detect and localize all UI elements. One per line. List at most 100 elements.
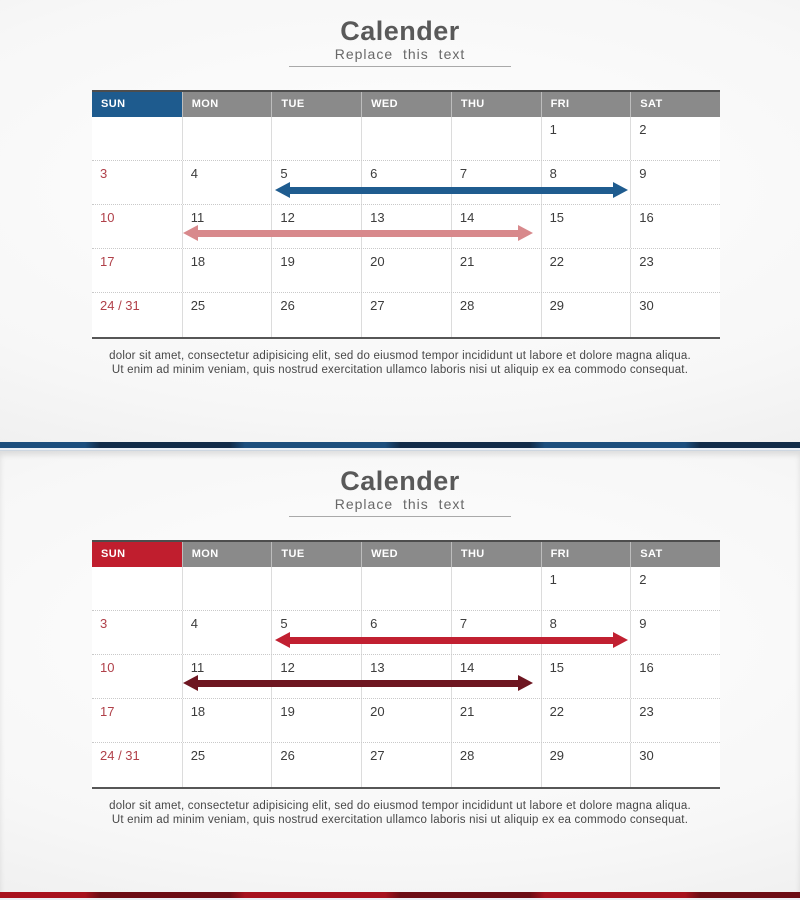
day-cell: 21 [450,699,541,742]
day-cell: 7 [450,611,541,654]
day-cell: 16 [630,655,720,698]
day-cell: 27 [361,293,451,337]
calendar-table: SUN MON TUE WED THU FRI SAT 1 2 3 4 5 6 [92,90,720,339]
body-text-line2: Ut enim ad minim veniam, quis nostrud ex… [111,364,689,376]
arrow-shaft [198,229,518,237]
day-cell: 28 [450,743,541,787]
day-cell: 5 [271,161,361,204]
calendar-body: 1 2 3 4 5 6 7 8 9 10 11 12 13 14 15 16 [92,117,720,339]
header-tue: TUE [271,92,362,117]
day-cell: 9 [630,611,720,654]
day-cell: 25 [181,293,272,337]
day-cell [181,567,272,610]
slide-title: Calender [340,16,460,46]
header-tue: TUE [271,542,362,567]
arrow-shaft [198,679,518,687]
header-mon: MON [181,542,272,567]
calendar-table: SUN MON TUE WED THU FRI SAT 1 2 3 4 5 6 [92,540,720,789]
calendar-week-row: 24 / 31 25 26 27 28 29 30 [92,293,720,337]
day-cell: 3 [100,166,108,181]
slide-calendar-blue: Calender Replace this text SUN MON TUE W… [0,0,800,450]
arrow-shaft [290,186,613,194]
day-cell: 12 [271,205,361,248]
day-cell: 20 [361,249,451,292]
day-cell: 9 [630,161,720,204]
day-cell: 19 [271,249,361,292]
day-cell: 7 [450,161,541,204]
arrow-head-right [613,182,628,198]
day-cell: 3 [100,616,108,631]
day-cell: 13 [361,205,451,248]
day-cell: 29 [540,293,631,337]
day-cell: 29 [540,743,631,787]
day-cell: 26 [271,293,361,337]
slide-calendar-red: Calender Replace this text SUN MON TUE W… [0,450,800,900]
day-cell: 17 [100,254,115,269]
double-arrow-icon [275,182,628,198]
calendar-body: 1 2 3 4 5 6 7 8 9 10 11 12 13 14 15 16 [92,567,720,789]
day-cell: 23 [630,249,720,292]
day-cell [450,567,541,610]
day-cell: 12 [271,655,361,698]
day-cell: 21 [450,249,541,292]
day-cell: 25 [181,743,272,787]
slide-accent-bar [0,442,800,450]
day-cell: 13 [361,655,451,698]
body-text-placeholder: dolor sit amet, consectetur adipisicing … [0,799,800,827]
calendar-week-row: 17 18 19 20 21 22 23 [92,249,720,293]
double-arrow-icon [275,632,628,648]
day-cell: 2 [630,567,720,610]
body-text-line1: dolor sit amet, consectetur adipisicing … [109,800,691,812]
day-cell: 10 [100,210,115,225]
day-cell: 15 [540,655,631,698]
header-fri: FRI [540,92,631,117]
day-cell: 8 [540,161,631,204]
day-cell: 10 [100,660,115,675]
day-cell: 14 [450,205,541,248]
arrow-head-left [183,225,198,241]
day-cell [361,117,451,160]
accent-bar-highlight [0,448,800,450]
day-cell: 24 / 31 [100,748,140,763]
day-cell [92,117,182,160]
day-cell: 30 [630,293,720,337]
day-cell [271,117,361,160]
header-sun: SUN [92,92,182,117]
day-cell: 1 [540,117,631,160]
day-cell: 20 [361,699,451,742]
slide-subtitle-placeholder: Replace this text [334,46,466,62]
accent-bar-highlight [0,898,800,900]
header-wed: WED [361,92,451,117]
day-cell: 22 [540,249,631,292]
day-cell: 17 [100,704,115,719]
day-cell: 11 [181,205,272,248]
day-cell [361,567,451,610]
header-sat: SAT [630,92,720,117]
slide-accent-bar [0,892,800,900]
calendar-header-row: SUN MON TUE WED THU FRI SAT [92,90,720,117]
body-text-line1: dolor sit amet, consectetur adipisicing … [109,350,691,362]
header-mon: MON [181,92,272,117]
day-cell: 2 [630,117,720,160]
accent-bar-stripe [0,892,800,898]
day-cell: 24 / 31 [100,298,140,313]
title-underline [289,66,511,67]
header-sun: SUN [92,542,182,567]
calendar-week-row: 17 18 19 20 21 22 23 [92,699,720,743]
calendar-week-row: 10 11 12 13 14 15 16 [92,655,720,699]
day-cell: 23 [630,699,720,742]
header-sat: SAT [630,542,720,567]
day-cell: 27 [361,743,451,787]
title-underline [289,516,511,517]
header-thu: THU [450,542,541,567]
calendar-week-row: 10 11 12 13 14 15 16 [92,205,720,249]
day-cell: 14 [450,655,541,698]
day-cell: 18 [181,249,272,292]
day-cell: 5 [271,611,361,654]
double-arrow-icon [183,225,533,241]
calendar-header-row: SUN MON TUE WED THU FRI SAT [92,540,720,567]
day-cell: 22 [540,699,631,742]
header-fri: FRI [540,542,631,567]
day-cell: 8 [540,611,631,654]
double-arrow-icon [183,675,533,691]
